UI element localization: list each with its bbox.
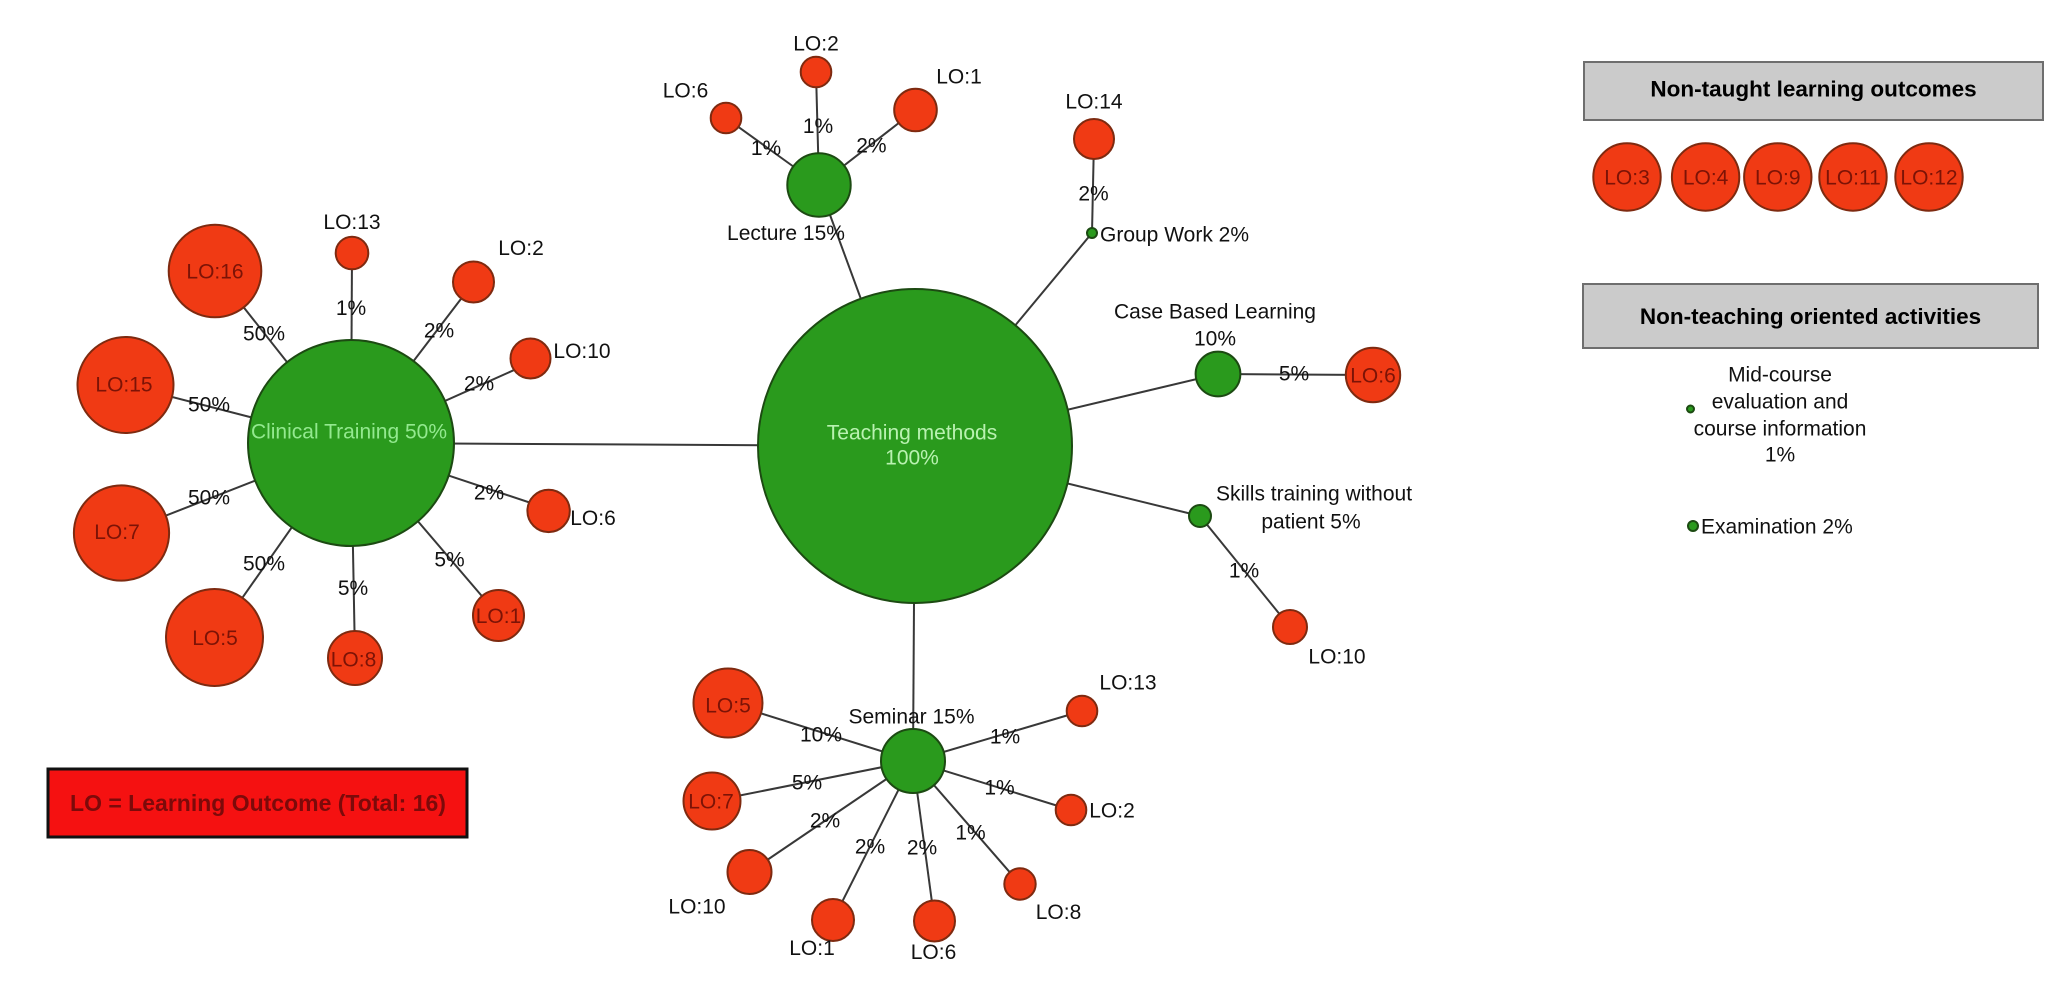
svg-text:5%: 5% (792, 772, 822, 795)
svg-text:10%: 10% (800, 724, 842, 747)
svg-text:LO:6: LO:6 (911, 941, 957, 964)
svg-text:2%: 2% (464, 373, 494, 396)
svg-text:LO:14: LO:14 (1065, 91, 1123, 114)
svg-text:LO:10: LO:10 (1308, 646, 1365, 669)
svg-text:100%: 100% (885, 447, 939, 470)
svg-text:Group Work 2%: Group Work 2% (1100, 224, 1249, 247)
svg-text:LO:5: LO:5 (192, 627, 238, 650)
svg-text:Lecture 15%: Lecture 15% (727, 222, 845, 245)
svg-text:LO:4: LO:4 (1683, 167, 1729, 190)
svg-text:Examination 2%: Examination 2% (1701, 516, 1853, 539)
svg-text:2%: 2% (907, 837, 937, 860)
svg-text:LO = Learning Outcome (Total:: LO = Learning Outcome (Total: 16) (70, 790, 446, 816)
svg-text:LO:1: LO:1 (476, 605, 522, 628)
svg-text:2%: 2% (810, 810, 840, 833)
svg-text:LO:9: LO:9 (1755, 167, 1801, 190)
svg-text:course information: course information (1694, 418, 1867, 441)
svg-text:LO:11: LO:11 (1825, 167, 1881, 190)
svg-text:1%: 1% (1229, 560, 1259, 583)
svg-text:Clinical Training 50%: Clinical Training 50% (251, 421, 447, 444)
svg-text:5%: 5% (338, 577, 368, 600)
svg-text:10%: 10% (1194, 328, 1236, 351)
svg-text:2%: 2% (855, 836, 885, 859)
svg-text:LO:3: LO:3 (1604, 167, 1650, 190)
svg-text:LO:12: LO:12 (1900, 167, 1957, 190)
svg-text:5%: 5% (434, 549, 464, 572)
svg-text:1%: 1% (336, 297, 366, 320)
svg-text:LO:13: LO:13 (1099, 672, 1156, 695)
svg-text:LO:8: LO:8 (1036, 901, 1082, 924)
svg-text:Seminar 15%: Seminar 15% (848, 706, 974, 729)
svg-text:LO:1: LO:1 (936, 66, 982, 89)
svg-text:2%: 2% (424, 320, 454, 343)
svg-text:2%: 2% (856, 134, 886, 157)
svg-text:LO:2: LO:2 (1089, 800, 1135, 823)
svg-text:patient 5%: patient 5% (1261, 511, 1360, 534)
svg-text:LO:2: LO:2 (498, 237, 544, 260)
svg-text:1%: 1% (1765, 444, 1795, 467)
svg-text:2%: 2% (474, 482, 504, 505)
svg-text:LO:7: LO:7 (688, 791, 734, 814)
svg-text:Teaching methods: Teaching methods (827, 422, 997, 445)
svg-text:LO:2: LO:2 (793, 33, 839, 56)
svg-text:LO:15: LO:15 (95, 374, 152, 397)
svg-text:LO:13: LO:13 (323, 211, 380, 234)
svg-text:LO:6: LO:6 (663, 80, 709, 103)
svg-text:50%: 50% (243, 553, 285, 576)
svg-text:50%: 50% (188, 487, 230, 510)
svg-text:1%: 1% (751, 137, 781, 160)
svg-text:LO:7: LO:7 (94, 521, 140, 544)
svg-text:5%: 5% (1279, 363, 1309, 386)
svg-text:Case Based Learning: Case Based Learning (1114, 301, 1316, 324)
svg-text:Non-teaching oriented activiti: Non-teaching oriented activities (1640, 304, 1981, 329)
svg-text:1%: 1% (955, 822, 985, 845)
svg-text:LO:6: LO:6 (1350, 365, 1396, 388)
svg-text:Mid-course: Mid-course (1728, 364, 1832, 387)
svg-text:Skills training without: Skills training without (1216, 483, 1412, 506)
svg-text:LO:16: LO:16 (186, 261, 243, 284)
svg-text:50%: 50% (243, 323, 285, 346)
svg-text:LO:5: LO:5 (705, 695, 751, 718)
svg-text:LO:1: LO:1 (789, 937, 835, 960)
svg-text:LO:6: LO:6 (570, 507, 616, 530)
svg-text:LO:10: LO:10 (553, 340, 610, 363)
svg-text:50%: 50% (188, 394, 230, 417)
svg-text:LO:8: LO:8 (331, 649, 377, 672)
svg-text:2%: 2% (1078, 183, 1108, 206)
svg-text:1%: 1% (984, 777, 1014, 800)
svg-text:1%: 1% (990, 726, 1020, 749)
svg-text:Non-taught learning outcomes: Non-taught learning outcomes (1650, 77, 1976, 102)
svg-text:evaluation and: evaluation and (1712, 391, 1849, 414)
svg-text:1%: 1% (803, 115, 833, 138)
svg-text:LO:10: LO:10 (668, 896, 725, 919)
